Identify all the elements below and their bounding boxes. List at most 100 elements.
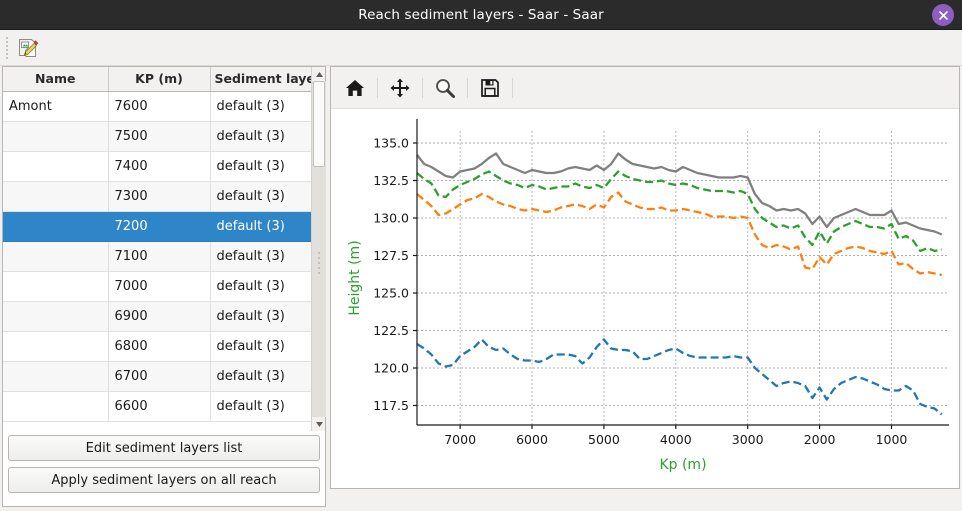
x-tick-label: 5000 xyxy=(588,432,620,447)
scrollbar-thumb[interactable] xyxy=(313,81,325,167)
chevron-up-icon xyxy=(315,71,323,77)
cell-sediment[interactable]: default (3) xyxy=(210,181,314,212)
cell-sediment[interactable]: default (3) xyxy=(210,91,314,122)
cell-kp[interactable]: 6700 xyxy=(108,361,211,392)
edit-sediment-icon xyxy=(19,38,39,57)
table-row[interactable]: 6900 default (3) xyxy=(3,301,314,332)
cell-kp[interactable]: 6900 xyxy=(108,301,211,332)
close-icon xyxy=(938,10,948,20)
scroll-down-button[interactable] xyxy=(312,417,326,431)
cell-sediment[interactable]: default (3) xyxy=(210,241,314,272)
chart-pan-button[interactable] xyxy=(384,72,416,104)
height-vs-kp-plot: 117.5 120.0 122.5 125.0 127.5 130.0 132.5 135.0… xyxy=(331,109,959,488)
column-header-kp[interactable]: KP (m) xyxy=(108,67,211,92)
toolbar-separator xyxy=(512,77,513,98)
cell-sediment[interactable]: default (3) xyxy=(210,361,314,392)
toolbar-drag-handle[interactable] xyxy=(3,36,10,59)
y-tick-label: 135.0 xyxy=(373,136,409,151)
y-tick-label: 117.5 xyxy=(373,398,409,413)
home-icon xyxy=(346,79,364,96)
chart-canvas[interactable]: 117.5 120.0 122.5 125.0 127.5 130.0 132.5 135.0… xyxy=(331,109,959,488)
scroll-up-button[interactable] xyxy=(312,67,326,81)
chart-save-button[interactable] xyxy=(474,72,506,104)
y-tick-label: 120.0 xyxy=(373,361,409,376)
table-row[interactable]: 7500 default (3) xyxy=(3,121,314,152)
chart-home-button[interactable] xyxy=(339,72,371,104)
table-row[interactable]: 7000 default (3) xyxy=(3,271,314,302)
series-layer-top xyxy=(416,170,943,253)
y-tick-label: 132.5 xyxy=(373,173,409,188)
scrollbar-grip xyxy=(318,252,320,274)
column-header-name[interactable]: Name xyxy=(3,67,109,92)
cell-sediment[interactable]: default (3) xyxy=(210,301,314,332)
zoom-icon xyxy=(436,78,455,98)
chart-zoom-button[interactable] xyxy=(429,72,461,104)
chart-panel: 117.5 120.0 122.5 125.0 127.5 130.0 132.5 135.0… xyxy=(330,66,960,489)
cell-name[interactable] xyxy=(3,151,109,182)
table-row[interactable]: 6800 default (3) xyxy=(3,331,314,362)
pan-icon xyxy=(390,78,410,97)
y-tick-label: 130.0 xyxy=(373,211,409,226)
cell-name[interactable] xyxy=(3,271,109,302)
cell-sediment[interactable]: default (3) xyxy=(210,211,314,242)
cell-kp[interactable]: 7300 xyxy=(108,181,211,212)
cell-sediment[interactable]: default (3) xyxy=(210,151,314,182)
toolbar-separator xyxy=(377,77,378,98)
reach-points-table: Name KP (m) Sediment layers Amont7600def… xyxy=(3,67,314,422)
x-tick-label: 1000 xyxy=(876,432,908,447)
cell-kp[interactable]: 7200 xyxy=(108,211,211,242)
save-icon xyxy=(481,78,499,97)
table-row[interactable]: 7300 default (3) xyxy=(3,181,314,212)
table-row[interactable]: 7100 default (3) xyxy=(3,241,314,272)
cell-sediment[interactable]: default (3) xyxy=(210,271,314,302)
table-header-row: Name KP (m) Sediment layers xyxy=(3,67,314,92)
cell-kp[interactable]: 7600 xyxy=(108,91,211,122)
toolbar-separator xyxy=(467,77,468,98)
cell-name[interactable] xyxy=(3,391,109,422)
cell-name[interactable] xyxy=(3,211,109,242)
table-vertical-scrollbar[interactable] xyxy=(311,67,326,431)
edit-sediment-layers-list-button[interactable]: Edit sediment layers list xyxy=(8,435,320,461)
cell-sediment[interactable]: default (3) xyxy=(210,391,314,422)
table-body: Amont 7600 default (3) 7500 default (3) 7400 d… xyxy=(3,91,314,422)
table-row[interactable]: 6700 default (3) xyxy=(3,361,314,392)
cell-name[interactable] xyxy=(3,301,109,332)
chevron-down-icon xyxy=(315,421,323,427)
table-row[interactable]: 7200 default (3) xyxy=(3,211,314,242)
table-row[interactable]: 7400 default (3) xyxy=(3,151,314,182)
window-titlebar: Reach sediment layers - Saar - Saar xyxy=(0,0,962,30)
sediment-layers-panel: Name KP (m) Sediment layers Amont7600def… xyxy=(2,66,326,507)
cell-name[interactable] xyxy=(3,121,109,152)
cell-kp[interactable]: 6600 xyxy=(108,391,211,422)
cell-kp[interactable]: 7500 xyxy=(108,121,211,152)
cell-kp[interactable]: 7100 xyxy=(108,241,211,272)
apply-sediment-layers-button[interactable]: Apply sediment layers on all reach xyxy=(8,467,320,493)
x-tick-label: 4000 xyxy=(660,432,692,447)
cell-sediment[interactable]: default (3) xyxy=(210,121,314,152)
cell-kp[interactable]: 7000 xyxy=(108,271,211,302)
application-toolbar xyxy=(0,30,962,66)
cell-name[interactable] xyxy=(3,241,109,272)
y-axis-title: Height (m) xyxy=(347,240,363,315)
y-tick-label: 125.0 xyxy=(373,286,409,301)
series-surface xyxy=(416,152,943,236)
x-tick-label: 3000 xyxy=(732,432,764,447)
series-bed xyxy=(416,338,943,416)
cell-name[interactable] xyxy=(3,361,109,392)
cell-name[interactable] xyxy=(3,331,109,362)
cell-sediment[interactable]: default (3) xyxy=(210,331,314,362)
cell-kp[interactable]: 7400 xyxy=(108,151,211,182)
window-title: Reach sediment layers - Saar - Saar xyxy=(358,6,604,23)
cell-name[interactable] xyxy=(3,181,109,212)
cell-name[interactable]: Amont xyxy=(3,91,109,122)
cell-kp[interactable]: 6800 xyxy=(108,331,211,362)
x-axis-title: Kp (m) xyxy=(659,457,706,473)
x-tick-label: 7000 xyxy=(444,432,476,447)
table-row[interactable]: Amont 7600 default (3) xyxy=(3,91,314,122)
close-window-button[interactable] xyxy=(932,4,954,26)
toolbar-separator xyxy=(422,77,423,98)
table-row[interactable]: 6600 default (3) xyxy=(3,391,314,422)
column-header-sediment[interactable]: Sediment layers xyxy=(210,67,314,92)
edit-sediment-button[interactable] xyxy=(13,33,43,63)
